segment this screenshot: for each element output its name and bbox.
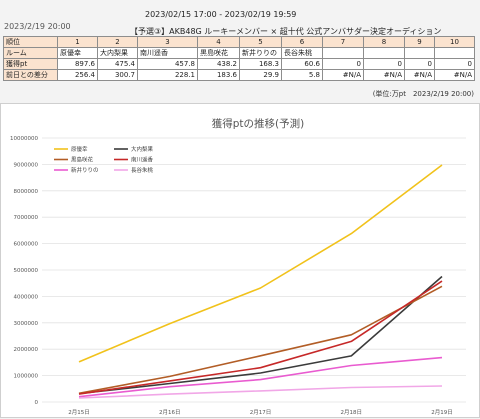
y-tick-labels: 0 1000000 2000000 3000000 4000000 5000000 6000… [10, 136, 39, 406]
rank-row: 順位 1 2 3 4 5 6 7 8 9 10 [3, 36, 475, 48]
room-cell[interactable]: 原優幸 [57, 47, 98, 59]
row-label-room: ルーム [3, 47, 58, 59]
room-cell[interactable]: 新井りりの [239, 47, 282, 59]
points-cell[interactable]: 897.6 [57, 58, 98, 70]
diff-cell[interactable]: #N/A [434, 69, 475, 81]
x-tick-labels: 2月15日 2月16日 2月17日 2月18日 2月19日 [68, 409, 453, 416]
y-tick-label: 3000000 [14, 321, 39, 327]
legend-label: 長谷朱桃 [131, 166, 154, 174]
unit-note: (単位:万pt 2023/2/19 20:00) [372, 90, 474, 98]
points-cell[interactable]: 0 [434, 58, 475, 70]
x-tick-label: 2月19日 [431, 409, 453, 416]
legend-label: 原優幸 [71, 145, 88, 153]
rank-cell[interactable]: 10 [434, 36, 475, 48]
ranking-table: 順位 1 2 3 4 5 6 7 8 9 10 ルーム 原優幸 大内梨果 南川遥… [3, 36, 475, 81]
series-lines [78, 164, 443, 399]
legend-label: 大内梨果 [131, 145, 154, 153]
diff-cell[interactable]: 300.7 [97, 69, 138, 81]
sheet-title: 【予選③】AKB48G ルーキーメンバー × 超十代 公式アンバサダー決定オーデ… [130, 27, 442, 36]
gridlines [42, 137, 466, 403]
room-cell[interactable]: 南川遥香 [137, 47, 198, 59]
points-cell[interactable]: 475.4 [97, 58, 138, 70]
series-line [78, 280, 443, 395]
chart-area [0, 103, 480, 418]
y-tick-label: 7000000 [14, 215, 39, 221]
points-cell[interactable]: 0 [363, 58, 405, 70]
rank-cell[interactable]: 3 [137, 36, 198, 48]
diff-cell[interactable]: #N/A [404, 69, 435, 81]
x-tick-label: 2月15日 [68, 409, 90, 416]
rank-cell[interactable]: 1 [57, 36, 98, 48]
diff-cell[interactable]: 29.9 [239, 69, 282, 81]
room-cell[interactable]: 大内梨果 [97, 47, 138, 59]
legend-label: 新井りりの [71, 166, 99, 174]
rank-cell[interactable]: 5 [239, 36, 282, 48]
room-cell[interactable] [363, 47, 405, 59]
points-cell[interactable]: 0 [322, 58, 364, 70]
points-cell[interactable]: 0 [404, 58, 435, 70]
diff-cell[interactable]: #N/A [322, 69, 364, 81]
chart-title: 獲得ptの推移(予測) [212, 117, 304, 130]
row-label-rank: 順位 [3, 36, 58, 48]
rank-cell[interactable]: 2 [97, 36, 138, 48]
points-cell[interactable]: 457.8 [137, 58, 198, 70]
series-line [78, 164, 443, 363]
series-line [78, 285, 443, 395]
room-cell[interactable] [322, 47, 364, 59]
x-tick-label: 2月16日 [159, 409, 181, 416]
rank-cell[interactable]: 6 [281, 36, 323, 48]
y-tick-label: 5000000 [14, 268, 39, 274]
room-cell[interactable]: 黒島咲花 [197, 47, 240, 59]
legend-label: 黒島咲花 [71, 156, 94, 164]
legend-label: 南川遥香 [131, 156, 154, 164]
room-cell[interactable] [404, 47, 435, 59]
y-tick-label: 10000000 [10, 136, 38, 142]
row-label-diff: 前日との差分 [3, 69, 58, 81]
points-cell[interactable]: 438.2 [197, 58, 240, 70]
rank-cell[interactable]: 8 [363, 36, 405, 48]
room-row: ルーム 原優幸 大内梨果 南川遥香 黒島咲花 新井りりの 長谷朱桃 [3, 47, 475, 59]
series-line [78, 385, 443, 399]
rank-cell[interactable]: 7 [322, 36, 364, 48]
y-tick-label: 0 [35, 400, 39, 406]
y-tick-label: 1000000 [14, 374, 39, 380]
y-tick-label: 8000000 [14, 189, 39, 195]
y-tick-label: 2000000 [14, 347, 39, 353]
series-line [78, 275, 443, 395]
sheet-date: 2023/2/19 20:00 [4, 22, 71, 31]
row-label-points: 獲得pt [3, 58, 58, 70]
diff-cell[interactable]: 183.6 [197, 69, 240, 81]
diff-cell[interactable]: 256.4 [57, 69, 98, 81]
diff-cell[interactable]: 5.8 [281, 69, 323, 81]
room-cell[interactable] [434, 47, 475, 59]
points-row: 獲得pt 897.6 475.4 457.8 438.2 168.3 60.6 … [3, 58, 475, 70]
rank-cell[interactable]: 4 [197, 36, 240, 48]
points-cell[interactable]: 168.3 [239, 58, 282, 70]
diff-cell[interactable]: 228.1 [137, 69, 198, 81]
room-cell[interactable]: 長谷朱桃 [281, 47, 323, 59]
y-tick-label: 9000000 [14, 162, 39, 168]
x-tick-label: 2月18日 [341, 409, 363, 416]
points-chart: 獲得ptの推移(予測) 0 1000000 2000000 3000000 400000… [0, 103, 480, 418]
diff-cell[interactable]: #N/A [363, 69, 405, 81]
x-tick-label: 2月17日 [250, 409, 272, 416]
diff-row: 前日との差分 256.4 300.7 228.1 183.6 29.9 5.8 … [3, 69, 475, 81]
points-cell[interactable]: 60.6 [281, 58, 323, 70]
date-range: 2023/02/15 17:00 - 2023/02/19 19:59 [145, 10, 297, 19]
series-line [78, 356, 443, 398]
y-tick-label: 4000000 [14, 294, 39, 300]
rank-cell[interactable]: 9 [404, 36, 435, 48]
y-tick-label: 6000000 [14, 242, 39, 248]
